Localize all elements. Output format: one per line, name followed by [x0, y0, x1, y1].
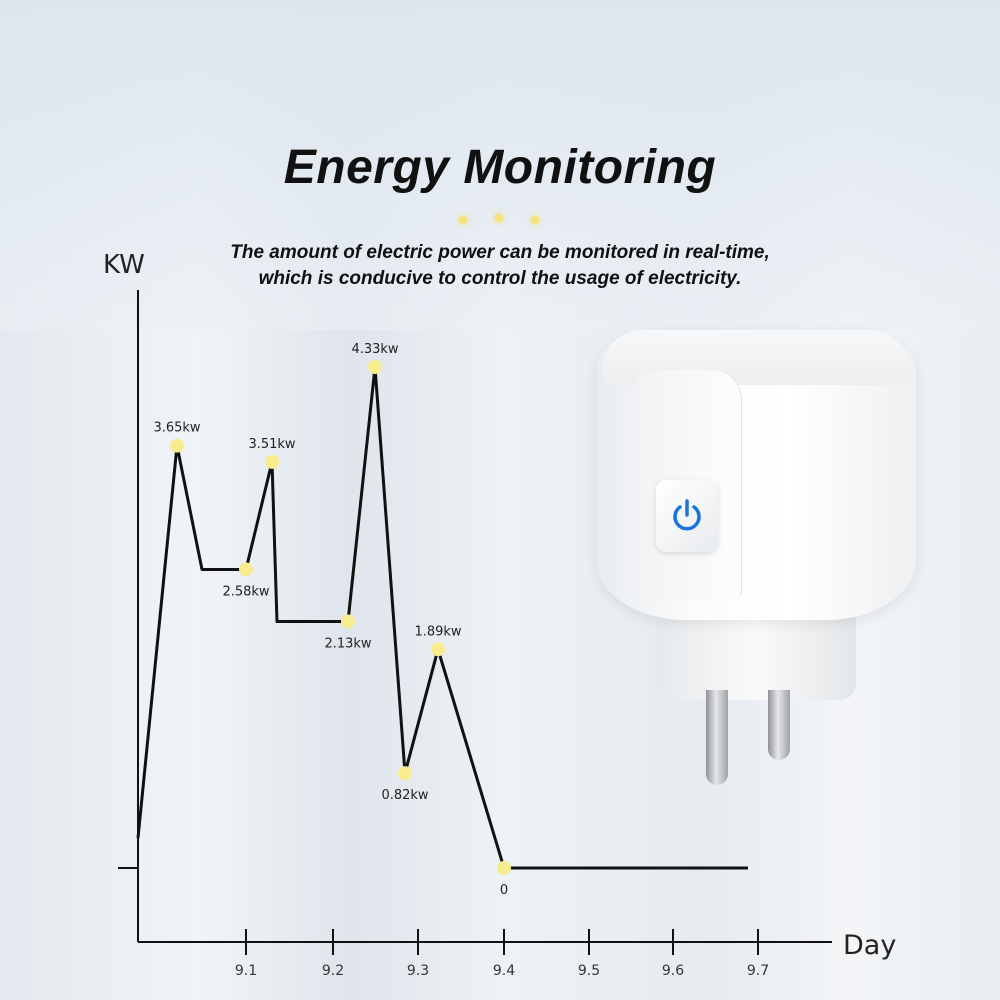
data-point	[497, 861, 511, 875]
subtitle: The amount of electric power can be moni…	[0, 240, 1000, 292]
data-label: 0.82kw	[381, 788, 428, 803]
plug-base	[656, 605, 856, 700]
data-point	[239, 562, 253, 577]
smart-plug-image	[596, 330, 916, 800]
y-axis-label: KW	[103, 250, 145, 280]
x-axis-label: Day	[843, 930, 896, 961]
page-title: Energy Monitoring	[283, 141, 717, 194]
data-label: 2.13kw	[324, 637, 371, 652]
data-label: 3.51kw	[248, 437, 295, 452]
power-button[interactable]	[656, 480, 718, 552]
plug-pin	[768, 690, 790, 760]
data-point	[368, 360, 382, 374]
dot-icon	[495, 214, 503, 222]
power-icon	[673, 499, 701, 531]
data-label: 3.65kw	[153, 421, 200, 436]
data-point	[265, 454, 279, 469]
plug-pin	[706, 690, 728, 785]
dot-icon	[531, 216, 539, 224]
dot-icon	[459, 216, 467, 224]
x-tick-label: 9.5	[578, 963, 600, 979]
data-point	[431, 642, 445, 657]
subtitle-line-2: which is conducive to control the usage …	[258, 268, 742, 289]
data-label: 2.58kw	[222, 584, 269, 599]
series-line	[136, 365, 748, 870]
x-tick-label: 9.6	[662, 963, 684, 979]
background	[0, 0, 1000, 330]
data-point	[341, 614, 355, 629]
data-label: 0	[500, 883, 508, 898]
decorative-dots	[455, 214, 545, 226]
data-point	[170, 438, 184, 453]
data-point	[398, 766, 412, 781]
x-tick-label: 9.2	[322, 963, 344, 979]
data-label: 4.33kw	[351, 342, 398, 357]
x-tick-label: 9.3	[407, 963, 429, 979]
data-label: 1.89kw	[414, 624, 461, 639]
x-tick-label: 9.7	[747, 963, 769, 979]
x-tick-label: 9.4	[493, 963, 515, 979]
subtitle-line-1: The amount of electric power can be moni…	[230, 242, 770, 263]
x-tick-label: 9.1	[235, 963, 257, 979]
